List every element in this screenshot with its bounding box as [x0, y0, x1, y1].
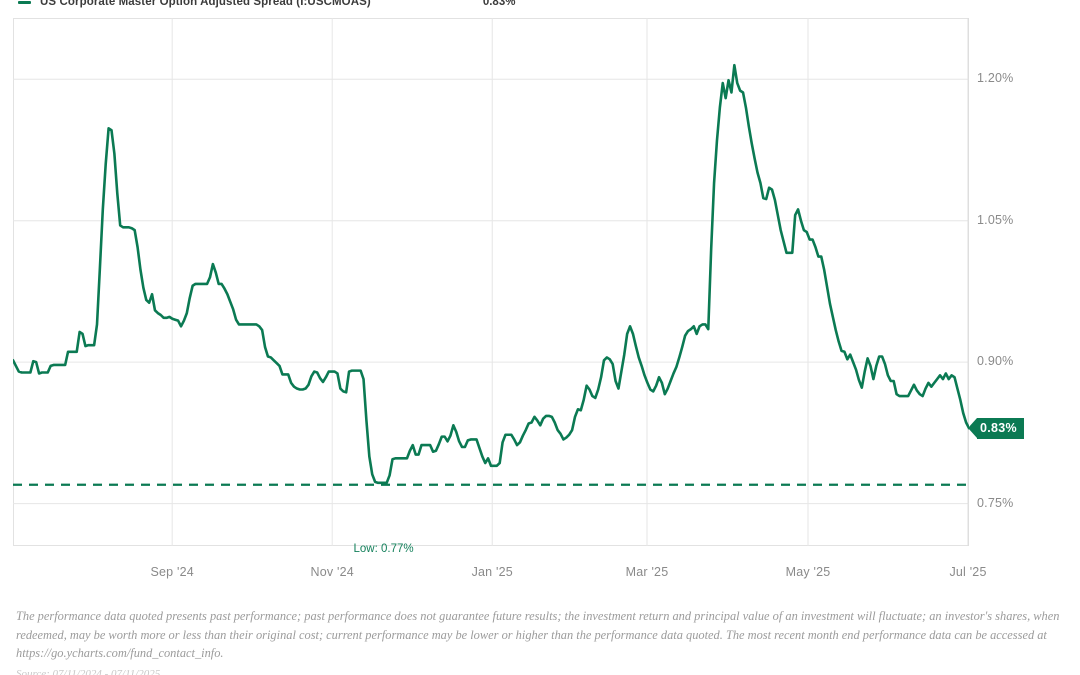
source-line: Source: 07/11/2024 - 07/11/2025: [16, 668, 161, 675]
low-value-annotation: Low: 0.77%: [353, 543, 414, 555]
legend-series-label: US Corporate Master Option Adjusted Spre…: [40, 0, 371, 8]
x-axis-tick-label: Sep '24: [150, 565, 194, 579]
legend-color-swatch-icon: [18, 0, 31, 4]
callout-arrow-icon: [968, 418, 977, 439]
y-axis-labels: 1.20% 1.05% 0.90% 0.75%: [977, 0, 1077, 675]
x-axis-tick-label: Jan '25: [471, 565, 513, 579]
x-axis-tick-label: May '25: [785, 565, 831, 579]
chart-legend: US Corporate Master Option Adjusted Spre…: [0, 0, 515, 10]
x-axis-tick-label: Jul '25: [949, 565, 987, 579]
legend-series-value: 0.83%: [482, 0, 516, 8]
series-line: [13, 63, 969, 485]
x-axis-tick-label: Mar '25: [625, 565, 669, 579]
callout-value-label: 0.83%: [977, 417, 1024, 439]
y-axis-tick-label: 0.75%: [977, 495, 1014, 510]
y-axis-tick-label: 0.90%: [977, 354, 1014, 369]
y-axis-tick-label: 1.20%: [977, 71, 1014, 86]
performance-disclaimer: The performance data quoted presents pas…: [16, 609, 1060, 661]
line-chart-canvas: [13, 18, 969, 546]
last-value-callout: 0.83%: [968, 417, 1024, 439]
x-axis-tick-label: Nov '24: [310, 565, 354, 579]
y-axis-tick-label: 1.05%: [977, 212, 1014, 227]
